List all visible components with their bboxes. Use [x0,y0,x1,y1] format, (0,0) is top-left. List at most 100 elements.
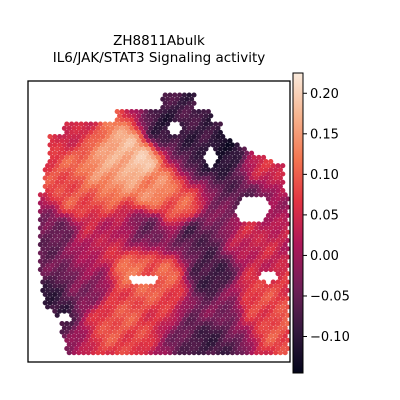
spot [246,229,252,235]
spot [249,333,255,339]
spot [124,316,130,323]
spot [117,296,123,302]
spot [138,200,144,206]
spot [81,250,87,256]
spot [150,287,156,293]
spot [76,167,82,173]
spot [165,246,171,252]
spot [186,225,192,231]
spot [205,275,211,281]
spot [145,312,151,318]
spot [119,167,125,173]
spot [124,350,130,356]
spot [234,175,240,181]
spot [189,188,195,194]
spot [112,321,118,327]
spot [129,109,135,115]
spot [191,167,197,173]
spot [167,142,173,148]
spot [69,129,75,135]
spot [148,325,154,331]
spot [225,291,231,298]
spot [90,300,96,306]
spot [239,283,245,289]
spot [155,212,161,219]
spot [234,258,240,264]
spot [153,117,159,123]
spot [66,142,72,148]
spot [59,287,65,293]
spot [153,175,159,181]
spot [107,188,113,194]
spot [155,179,161,185]
spot [280,321,286,327]
spot [186,117,192,123]
spot [258,192,264,198]
spot [107,296,113,302]
spot [131,221,137,227]
spot [45,221,51,227]
spot [186,242,192,248]
spot [189,96,195,102]
spot [217,146,223,152]
spot [253,258,259,264]
spot [162,275,168,281]
spot [172,341,178,347]
spot [196,175,202,181]
spot [193,138,199,144]
spot [213,163,219,169]
spot [81,291,87,298]
spot [263,183,269,189]
spot [73,304,79,310]
spot [205,142,211,148]
spot [191,275,197,281]
spot [95,175,101,181]
spot [61,308,67,314]
spot [177,150,183,156]
spot [37,208,43,214]
spot [222,212,228,219]
spot [222,237,228,244]
spot [83,237,89,244]
spot [165,262,171,268]
spot [100,217,106,223]
spot [215,142,221,148]
spot [150,337,156,343]
spot [234,308,240,314]
spot [105,175,111,181]
spot [227,237,233,244]
spot [172,325,178,331]
spot [109,233,115,239]
spot [160,312,166,318]
spot [129,208,135,214]
spot [179,321,185,327]
spot [141,121,147,127]
spot [169,321,175,327]
spot [97,212,103,219]
spot [124,308,130,314]
spot [208,321,214,327]
spot [47,291,53,298]
spot [263,258,269,264]
spot [131,196,137,202]
spot [109,217,115,223]
spot [133,233,139,239]
spot [102,254,108,260]
spot [42,225,48,231]
spot [124,175,130,181]
spot [49,179,55,185]
spot [121,129,127,135]
spot [174,221,180,227]
spot [143,258,149,264]
spot [270,204,276,210]
spot [174,113,180,119]
spot [109,333,115,339]
spot [109,225,115,231]
spot [109,208,115,214]
spot [81,192,87,198]
spot [268,183,274,189]
spot [213,204,219,210]
spot [184,154,190,160]
spot [150,237,156,244]
spot [220,142,226,148]
